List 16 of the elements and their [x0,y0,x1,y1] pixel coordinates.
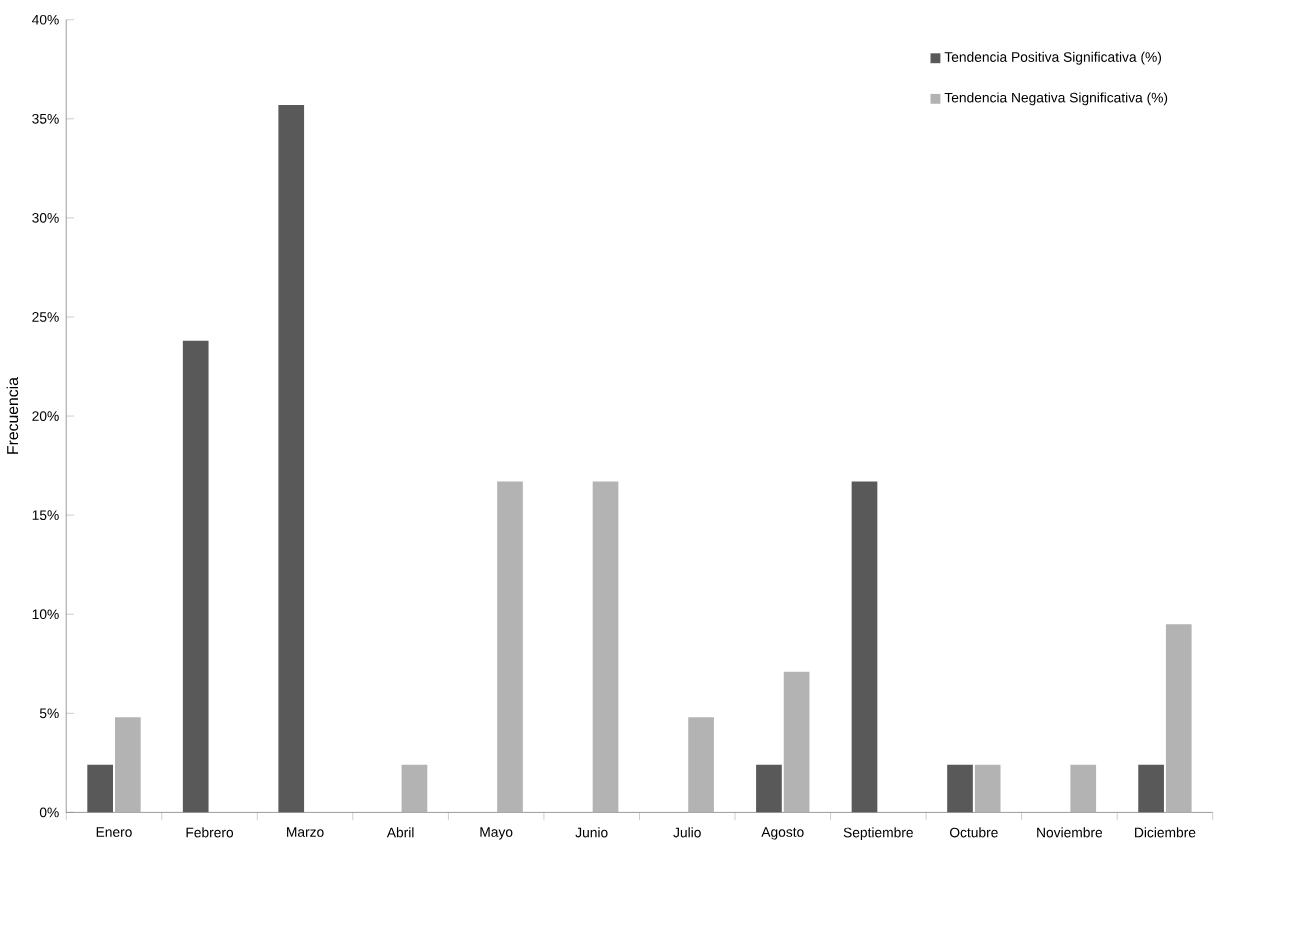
bar [592,481,619,813]
bar [182,341,209,813]
bar [114,717,141,813]
bar [688,717,714,813]
bar [1138,765,1164,813]
bar [401,765,428,813]
bar [851,481,878,813]
bar [947,765,973,813]
bar [974,765,1001,813]
bar [1165,624,1192,813]
bar [1070,765,1097,813]
bar [87,765,113,813]
bar [497,481,523,813]
bar [783,672,810,813]
bar [756,765,782,813]
bar [278,105,305,813]
